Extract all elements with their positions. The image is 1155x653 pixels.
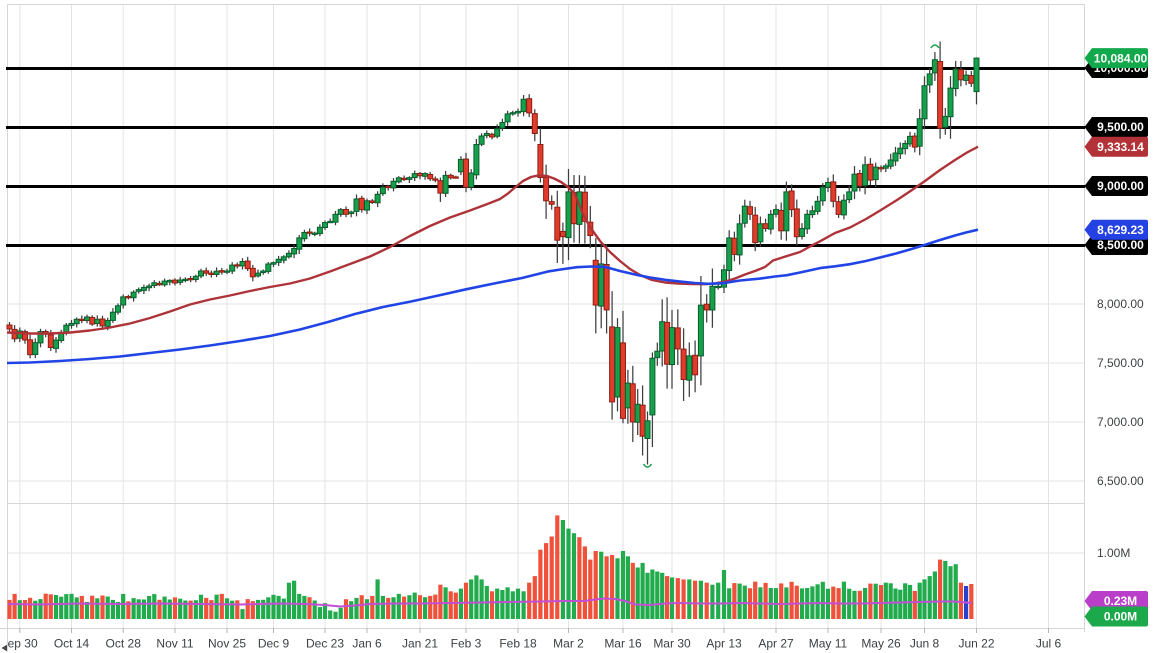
svg-text:Mar 2: Mar 2 <box>553 637 584 651</box>
svg-text:Oct 28: Oct 28 <box>106 637 142 651</box>
svg-text:Nov 25: Nov 25 <box>208 637 246 651</box>
svg-text:1.00M: 1.00M <box>1097 546 1130 560</box>
svg-text:Jul 6: Jul 6 <box>1036 637 1062 651</box>
svg-text:May 11: May 11 <box>809 637 848 651</box>
svg-text:Jun 22: Jun 22 <box>958 637 994 651</box>
svg-text:ep 30: ep 30 <box>8 637 38 651</box>
svg-text:8,500.00: 8,500.00 <box>1097 238 1144 252</box>
svg-text:Mar 16: Mar 16 <box>604 637 642 651</box>
svg-text:9,333.14: 9,333.14 <box>1097 140 1144 154</box>
svg-text:0.00M: 0.00M <box>1104 610 1137 624</box>
svg-text:Feb 18: Feb 18 <box>499 637 537 651</box>
svg-text:8,629.23: 8,629.23 <box>1097 223 1144 237</box>
svg-text:0.23M: 0.23M <box>1104 594 1137 608</box>
svg-text:9,000.00: 9,000.00 <box>1097 179 1144 193</box>
svg-text:Feb 3: Feb 3 <box>451 637 482 651</box>
svg-text:May 26: May 26 <box>861 637 901 651</box>
svg-text:Dec 23: Dec 23 <box>306 637 344 651</box>
svg-text:10,084.00: 10,084.00 <box>1094 51 1148 65</box>
svg-text:Nov 11: Nov 11 <box>156 637 193 651</box>
svg-text:8,000.00: 8,000.00 <box>1097 297 1144 311</box>
svg-text:Apr 27: Apr 27 <box>758 637 794 651</box>
svg-text:Oct 14: Oct 14 <box>54 637 90 651</box>
svg-text:Jan 6: Jan 6 <box>352 637 382 651</box>
svg-text:7,500.00: 7,500.00 <box>1097 356 1144 370</box>
svg-text:Apr 13: Apr 13 <box>706 637 742 651</box>
svg-text:Mar 30: Mar 30 <box>653 637 691 651</box>
svg-text:Dec 9: Dec 9 <box>258 637 290 651</box>
svg-text:6,500.00: 6,500.00 <box>1097 474 1144 488</box>
svg-text:7,000.00: 7,000.00 <box>1097 415 1144 429</box>
svg-text:9,500.00: 9,500.00 <box>1097 120 1144 134</box>
svg-text:Jun 8: Jun 8 <box>910 637 940 651</box>
svg-text:Jan 21: Jan 21 <box>402 637 438 651</box>
